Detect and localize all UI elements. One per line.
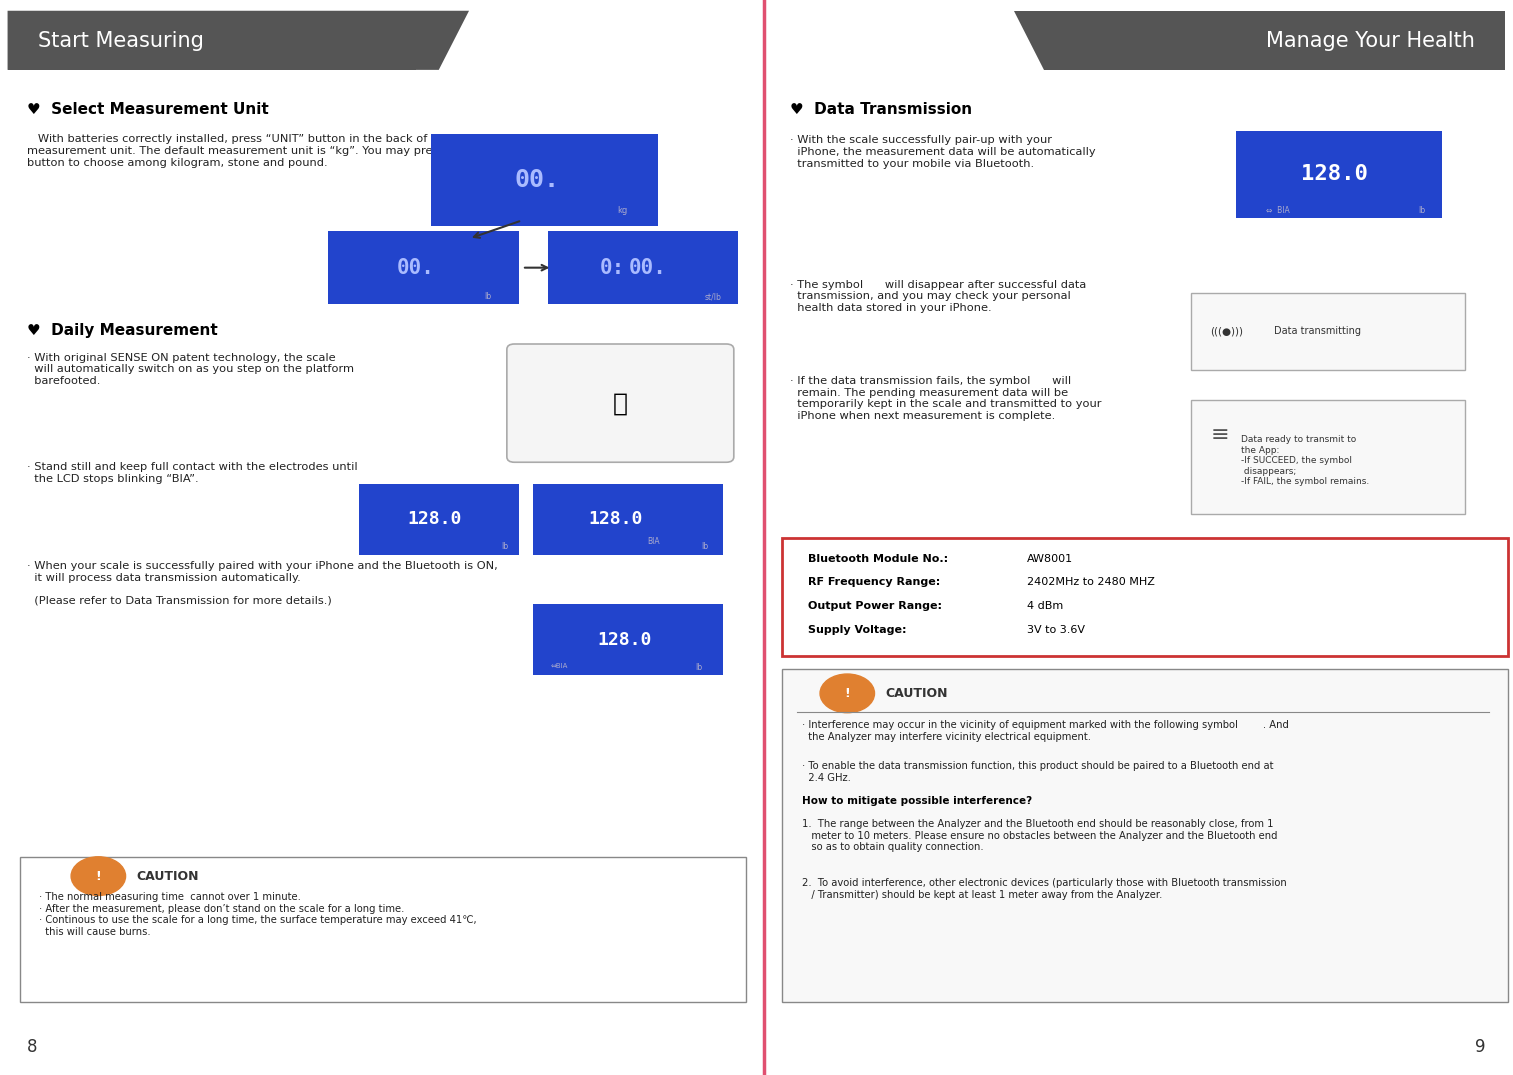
Circle shape (71, 857, 126, 895)
FancyBboxPatch shape (20, 857, 746, 1002)
FancyBboxPatch shape (782, 669, 1508, 1002)
Text: 9: 9 (1475, 1037, 1486, 1056)
Text: 00.: 00. (396, 258, 436, 277)
Text: · Interference may occur in the vicinity of equipment marked with the following : · Interference may occur in the vicinity… (802, 720, 1289, 742)
Text: lb: lb (694, 663, 702, 672)
Text: Data transmitting: Data transmitting (1274, 326, 1362, 336)
Text: ⇔BIA: ⇔BIA (551, 662, 567, 669)
Polygon shape (1014, 11, 1505, 70)
Text: Supply Voltage:: Supply Voltage: (808, 625, 906, 634)
FancyBboxPatch shape (8, 11, 416, 70)
Text: · When your scale is successfully paired with your iPhone and the Bluetooth is O: · When your scale is successfully paired… (27, 561, 498, 606)
Text: Manage Your Health: Manage Your Health (1266, 31, 1475, 51)
Text: lb: lb (501, 543, 508, 551)
Text: 8: 8 (27, 1037, 38, 1056)
Text: · The symbol      will disappear after successful data
  transmission, and you m: · The symbol will disappear after succes… (790, 280, 1086, 313)
Text: lb: lb (484, 292, 492, 301)
FancyBboxPatch shape (507, 344, 734, 462)
Text: CAUTION: CAUTION (885, 687, 947, 700)
FancyBboxPatch shape (328, 231, 519, 304)
Text: ♥  Select Measurement Unit: ♥ Select Measurement Unit (27, 102, 269, 117)
Text: · To enable the data transmission function, this product should be paired to a B: · To enable the data transmission functi… (802, 761, 1274, 783)
FancyBboxPatch shape (782, 538, 1508, 656)
Text: 2402MHz to 2480 MHZ: 2402MHz to 2480 MHZ (1027, 577, 1156, 587)
Text: Start Measuring: Start Measuring (38, 31, 204, 51)
Text: CAUTION: CAUTION (136, 870, 198, 883)
Text: ⇔  BIA: ⇔ BIA (1266, 206, 1291, 215)
Text: 128.0: 128.0 (589, 511, 643, 528)
Text: 128.0: 128.0 (407, 511, 461, 528)
Text: 128.0: 128.0 (1301, 164, 1368, 184)
Circle shape (820, 674, 875, 713)
Text: ≡: ≡ (1210, 426, 1229, 445)
Text: Bluetooth Module No.:: Bluetooth Module No.: (808, 554, 949, 563)
FancyBboxPatch shape (359, 484, 519, 555)
Text: With batteries correctly installed, press “UNIT” button in the back of the scale: With batteries correctly installed, pres… (27, 134, 536, 168)
Text: 00.: 00. (514, 168, 560, 191)
FancyBboxPatch shape (1236, 131, 1442, 218)
Text: !: ! (844, 687, 850, 700)
Text: · With the scale successfully pair-up with your
  iPhone, the measurement data w: · With the scale successfully pair-up wi… (790, 135, 1095, 169)
Text: AW8001: AW8001 (1027, 554, 1073, 563)
Polygon shape (8, 11, 469, 70)
Text: 4 dBm: 4 dBm (1027, 601, 1064, 611)
Text: 128.0: 128.0 (598, 631, 652, 648)
Text: ♥  Daily Measurement: ♥ Daily Measurement (27, 322, 218, 338)
FancyBboxPatch shape (431, 134, 658, 226)
Text: (((●))): (((●))) (1210, 326, 1244, 336)
Text: Output Power Range:: Output Power Range: (808, 601, 943, 611)
Text: 1.  The range between the Analyzer and the Bluetooth end should be reasonably cl: 1. The range between the Analyzer and th… (802, 819, 1277, 852)
Text: lb: lb (1418, 206, 1425, 215)
Text: lb: lb (701, 543, 708, 551)
FancyBboxPatch shape (533, 604, 723, 675)
Text: · If the data transmission fails, the symbol      will
  remain. The pending mea: · If the data transmission fails, the sy… (790, 376, 1101, 421)
Text: 00.: 00. (628, 258, 667, 277)
FancyBboxPatch shape (548, 231, 738, 304)
FancyBboxPatch shape (1191, 400, 1465, 514)
Text: BIA: BIA (648, 538, 660, 546)
Text: Data ready to transmit to
the App:
-If SUCCEED, the symbol
 disappears;
-If FAIL: Data ready to transmit to the App: -If S… (1241, 435, 1369, 486)
Text: ♥  Data Transmission: ♥ Data Transmission (790, 102, 971, 117)
FancyBboxPatch shape (533, 484, 723, 555)
Text: How to mitigate possible interference?: How to mitigate possible interference? (802, 796, 1032, 805)
Text: 0:: 0: (601, 258, 625, 277)
Text: kg: kg (617, 206, 628, 215)
Text: !: ! (95, 870, 101, 883)
Text: 👣: 👣 (613, 391, 628, 415)
Text: 2.  To avoid interference, other electronic devices (particularly those with Blu: 2. To avoid interference, other electron… (802, 878, 1286, 900)
Text: RF Frequency Range:: RF Frequency Range: (808, 577, 940, 587)
Text: 3V to 3.6V: 3V to 3.6V (1027, 625, 1085, 634)
FancyBboxPatch shape (1191, 293, 1465, 370)
Text: · The normal measuring time  cannot over 1 minute.
· After the measurement, plea: · The normal measuring time cannot over … (39, 892, 477, 937)
Text: st/lb: st/lb (705, 292, 722, 301)
Text: · Stand still and keep full contact with the electrodes until
  the LCD stops bl: · Stand still and keep full contact with… (27, 462, 359, 484)
Text: · With original SENSE ON patent technology, the scale
  will automatically switc: · With original SENSE ON patent technolo… (27, 353, 354, 386)
